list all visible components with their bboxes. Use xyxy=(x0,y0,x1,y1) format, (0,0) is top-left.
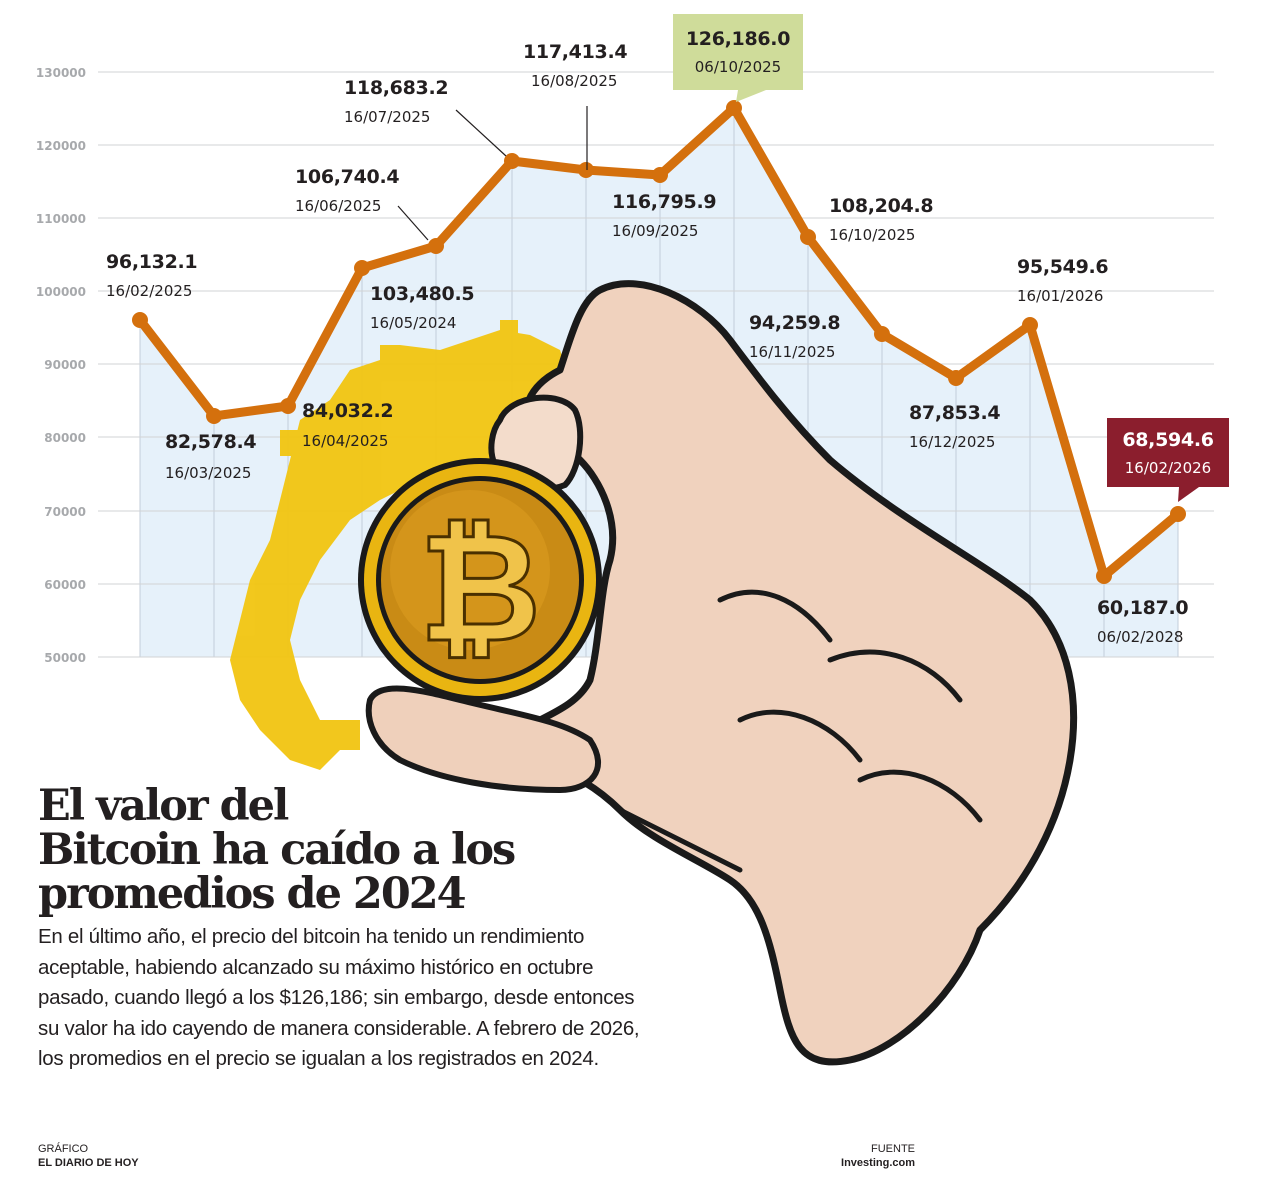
graphic-credit-label: GRÁFICO xyxy=(38,1143,89,1155)
y-tick-label: 100000 xyxy=(36,285,86,299)
svg-text:84,032.2: 84,032.2 xyxy=(302,400,393,422)
svg-text:103,480.5: 103,480.5 xyxy=(370,283,474,305)
source-credit-label: FUENTE xyxy=(871,1143,915,1155)
svg-text:16/10/2025: 16/10/2025 xyxy=(829,226,915,244)
data-markers xyxy=(132,100,1186,584)
leader-lines xyxy=(397,106,588,241)
svg-text:96,132.1: 96,132.1 xyxy=(106,251,197,273)
max-callout: 126,186.0 06/10/2025 xyxy=(673,14,803,102)
svg-text:68,594.6: 68,594.6 xyxy=(1122,429,1213,451)
svg-text:60,187.0: 60,187.0 xyxy=(1097,597,1188,619)
y-tick-label: 90000 xyxy=(44,358,86,372)
svg-text:16/03/2025: 16/03/2025 xyxy=(165,464,251,482)
graphic-credit-value: EL DIARIO DE HOY xyxy=(38,1157,139,1169)
svg-text:06/02/2028: 06/02/2028 xyxy=(1097,628,1183,646)
graphic-credit: GRÁFICO EL DIARIO DE HOY xyxy=(38,1142,139,1170)
y-tick-label: 110000 xyxy=(36,212,86,226)
y-tick-label: 130000 xyxy=(36,66,86,80)
svg-text:106,740.4: 106,740.4 xyxy=(295,166,399,188)
svg-text:95,549.6: 95,549.6 xyxy=(1017,256,1108,278)
data-labels: 96,132.1 16/02/2025 82,578.4 16/03/2025 … xyxy=(106,41,1189,646)
headline: El valor del Bitcoin ha caído a los prom… xyxy=(38,784,558,916)
svg-text:126,186.0: 126,186.0 xyxy=(686,28,790,50)
svg-text:108,204.8: 108,204.8 xyxy=(829,195,933,217)
svg-text:16/07/2025: 16/07/2025 xyxy=(344,108,430,126)
svg-text:118,683.2: 118,683.2 xyxy=(344,77,448,99)
y-tick-label: 60000 xyxy=(44,578,86,592)
headline-line-3: promedios de 2024 xyxy=(38,869,467,919)
latest-callout: 68,594.6 16/02/2026 xyxy=(1107,418,1229,502)
svg-text:16/02/2025: 16/02/2025 xyxy=(106,282,192,300)
svg-text:16/08/2025: 16/08/2025 xyxy=(531,72,617,90)
y-tick-label: 70000 xyxy=(44,505,86,519)
svg-text:94,259.8: 94,259.8 xyxy=(749,312,840,334)
source-credit-value: Investing.com xyxy=(841,1157,915,1169)
svg-text:16/09/2025: 16/09/2025 xyxy=(612,222,698,240)
svg-text:116,795.9: 116,795.9 xyxy=(612,191,716,213)
svg-text:117,413.4: 117,413.4 xyxy=(523,41,627,63)
svg-text:16/05/2024: 16/05/2024 xyxy=(370,314,456,332)
svg-text:16/04/2025: 16/04/2025 xyxy=(302,432,388,450)
svg-text:16/06/2025: 16/06/2025 xyxy=(295,197,381,215)
y-tick-label: 50000 xyxy=(44,651,86,665)
source-credit: FUENTE Investing.com xyxy=(820,1142,915,1170)
svg-text:16/11/2025: 16/11/2025 xyxy=(749,343,835,361)
y-axis: 130000 120000 110000 100000 90000 80000 … xyxy=(36,66,86,665)
svg-text:16/02/2026: 16/02/2026 xyxy=(1125,459,1211,477)
svg-text:06/10/2025: 06/10/2025 xyxy=(695,58,781,76)
svg-text:82,578.4: 82,578.4 xyxy=(165,431,256,453)
bitcoin-symbol-icon: ₿ xyxy=(419,502,541,676)
illustration-hand-bitcoin: ₿ xyxy=(230,280,1078,1066)
hand xyxy=(521,280,1078,1066)
headline-line-1: El valor del xyxy=(38,781,289,831)
svg-text:16/01/2026: 16/01/2026 xyxy=(1017,287,1103,305)
y-tick-label: 120000 xyxy=(36,139,86,153)
svg-text:16/12/2025: 16/12/2025 xyxy=(909,433,995,451)
bitcoin-coin: ₿ xyxy=(358,458,602,702)
headline-line-2: Bitcoin ha caído a los xyxy=(38,825,516,875)
y-tick-label: 80000 xyxy=(44,431,86,445)
body-paragraph: En el último año, el precio del bitcoin … xyxy=(38,925,640,1070)
svg-text:87,853.4: 87,853.4 xyxy=(909,402,1000,424)
yellow-splash xyxy=(230,320,570,770)
